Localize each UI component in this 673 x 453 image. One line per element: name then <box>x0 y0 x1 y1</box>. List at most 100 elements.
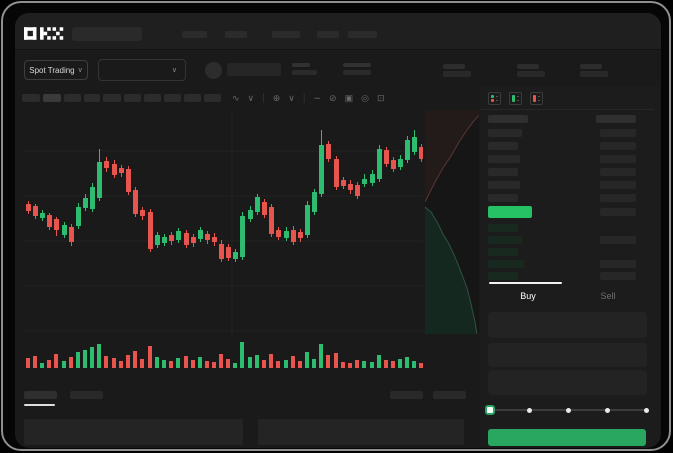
buy-button[interactable] <box>488 429 646 446</box>
slider-stop-3[interactable] <box>604 407 610 413</box>
pair-avatar <box>205 62 222 79</box>
last-price-amount <box>600 208 636 216</box>
interval-button-7[interactable] <box>164 94 181 102</box>
ask-row-amount <box>600 155 636 163</box>
book-asks-icon[interactable] <box>530 92 543 105</box>
market-type-selector[interactable]: Spot Trading ∨ <box>24 60 88 80</box>
order-input-placeholder-1[interactable] <box>488 343 647 367</box>
pair-dropdown[interactable]: ∨ <box>98 59 186 81</box>
order-book-header-price <box>488 115 528 123</box>
chevron-down-icon: ∨ <box>171 66 177 74</box>
order-input-placeholder-2[interactable] <box>488 370 647 395</box>
bid-row-price[interactable] <box>488 236 522 244</box>
book-both-icon[interactable] <box>488 92 501 105</box>
slider-handle[interactable] <box>485 405 495 415</box>
ask-row-price[interactable] <box>488 155 520 163</box>
stat-label-placeholder-2 <box>580 64 602 69</box>
page-title-placeholder <box>72 27 142 41</box>
price-group-top-1 <box>343 63 371 67</box>
tab-buy[interactable]: Buy <box>488 287 568 305</box>
bottom-row-placeholder-0 <box>24 419 243 445</box>
order-input-placeholder-0[interactable] <box>488 312 647 338</box>
bid-row-price[interactable] <box>488 260 524 268</box>
volume-chart <box>26 342 423 368</box>
interval-button-5[interactable] <box>124 94 141 102</box>
separator: | <box>262 92 265 104</box>
ask-row-amount <box>600 142 636 150</box>
market-type-label: Spot Trading <box>29 65 75 75</box>
chart-type-icon[interactable]: ∿ <box>232 92 240 103</box>
bid-row-amount <box>600 260 636 268</box>
ask-row-price[interactable] <box>488 181 520 189</box>
ask-row-price[interactable] <box>488 129 522 137</box>
slider-stop-4[interactable] <box>643 407 649 413</box>
bid-row-price[interactable] <box>488 272 518 280</box>
nav-item-placeholder-1[interactable] <box>225 31 247 38</box>
bottom-row-placeholder-1 <box>258 419 464 445</box>
indicators-icon[interactable]: ⊕ <box>272 92 281 103</box>
chart-toolbar: ∿ ∨ | ⊕ ∨ | ∼ ⊘ ▣ ◎ ⊡ <box>232 91 385 105</box>
ask-row-price[interactable] <box>488 168 518 176</box>
interval-button-8[interactable] <box>184 94 201 102</box>
okx-logo <box>24 27 64 40</box>
last-price-badge[interactable] <box>488 206 532 218</box>
bottom-action-placeholder-1[interactable] <box>433 391 466 399</box>
ask-row-price[interactable] <box>488 194 518 202</box>
pair-name-placeholder <box>227 63 281 76</box>
nav-item-placeholder-0[interactable] <box>182 31 207 38</box>
chevron-down-icon: ∨ <box>77 66 83 74</box>
settings-icon[interactable]: ◎ <box>361 92 369 103</box>
stat-value-placeholder-0 <box>443 71 471 77</box>
nav-item-placeholder-2[interactable] <box>272 31 300 38</box>
bottom-tab-1[interactable] <box>70 391 103 399</box>
camera-icon[interactable]: ▣ <box>344 92 354 103</box>
active-tab-indicator <box>489 282 562 284</box>
tab-sell-label: Sell <box>600 291 616 301</box>
interval-button-9[interactable] <box>204 94 221 102</box>
price-group-bottom-1 <box>343 70 371 75</box>
price-group-bottom-0 <box>292 70 317 75</box>
interval-button-4[interactable] <box>103 94 121 102</box>
depth-chart[interactable] <box>425 110 479 334</box>
nav-item-placeholder-4[interactable] <box>348 31 377 38</box>
bid-row-amount <box>600 272 636 280</box>
stat-value-placeholder-2 <box>580 71 608 77</box>
bid-row-amount <box>600 236 636 244</box>
slider-stop-2[interactable] <box>565 407 571 413</box>
indicators-chevron-icon[interactable]: ∨ <box>288 92 295 103</box>
interval-button-6[interactable] <box>144 94 161 102</box>
chart-type-chevron-icon[interactable]: ∨ <box>247 92 255 103</box>
app-window: Spot Trading ∨ ∨ ∿ ∨ | ⊕ ∨ | ∼ ⊘ ▣ ◎ ⊡ <box>15 13 661 448</box>
ask-row-price[interactable] <box>488 142 518 150</box>
stat-label-placeholder-1 <box>517 64 539 69</box>
ask-row-amount <box>600 129 636 137</box>
separator: | <box>302 92 306 104</box>
expand-icon[interactable]: ⊡ <box>376 92 385 103</box>
ask-row-amount <box>600 168 636 176</box>
ask-row-amount <box>600 194 636 202</box>
book-bids-icon[interactable] <box>509 92 522 105</box>
bid-row-price[interactable] <box>488 224 518 232</box>
line-tool-icon[interactable]: ∼ <box>313 92 322 103</box>
stat-value-placeholder-1 <box>517 71 545 77</box>
order-book-header-amount <box>596 115 636 123</box>
bottom-action-placeholder-0[interactable] <box>390 391 423 399</box>
candlestick-chart[interactable] <box>23 110 423 338</box>
interval-button-3[interactable] <box>84 94 100 102</box>
nav-item-placeholder-3[interactable] <box>317 31 339 38</box>
bottom-tab-indicator <box>24 404 55 406</box>
tab-buy-label: Buy <box>520 291 536 301</box>
ask-row-amount <box>600 181 636 189</box>
interval-button-2[interactable] <box>64 94 81 102</box>
interval-button-1[interactable] <box>43 94 61 102</box>
order-book-separator <box>480 109 654 110</box>
eraser-icon[interactable]: ⊘ <box>329 92 337 103</box>
tab-sell[interactable]: Sell <box>568 287 648 305</box>
bottom-tab-0[interactable] <box>24 391 57 399</box>
slider-stop-1[interactable] <box>526 407 532 413</box>
stat-label-placeholder-0 <box>443 64 465 69</box>
price-group-top-0 <box>292 63 310 67</box>
bid-row-price[interactable] <box>488 248 518 256</box>
interval-button-0[interactable] <box>22 94 40 102</box>
